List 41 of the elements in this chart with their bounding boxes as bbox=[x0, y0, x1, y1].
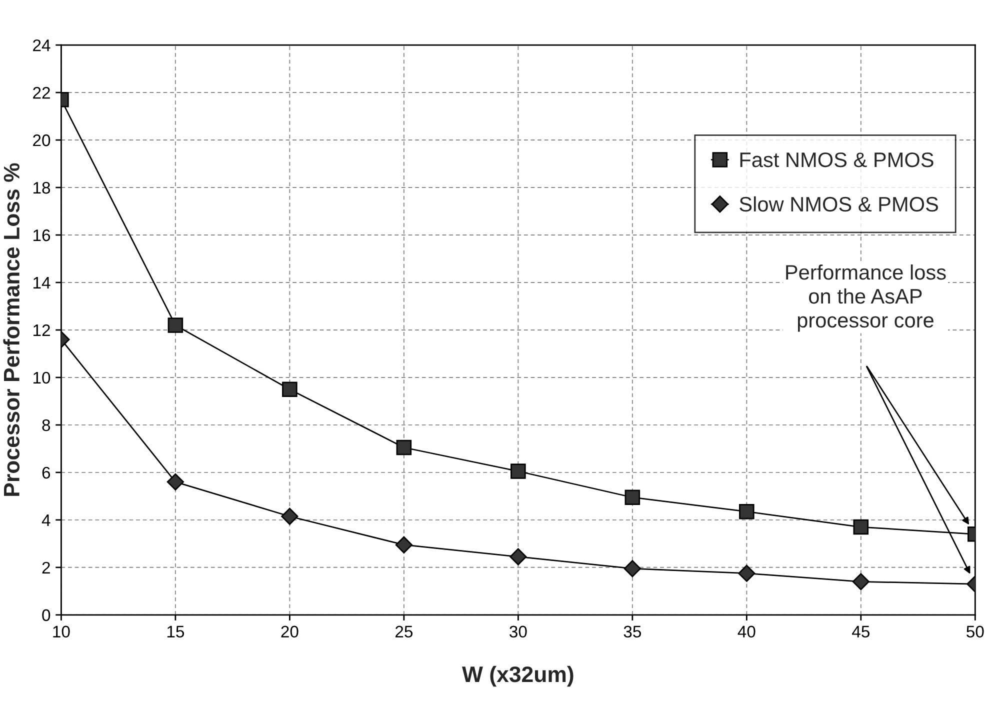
y-tick-label: 14 bbox=[34, 277, 50, 289]
y-tick-label: 6 bbox=[42, 466, 50, 479]
point bbox=[738, 564, 756, 582]
x-tick-label: 50 bbox=[966, 626, 984, 638]
x-tick-label: 30 bbox=[510, 626, 527, 638]
point bbox=[852, 573, 870, 590]
point bbox=[282, 382, 298, 397]
legend-label: Fast NMOS & PMOS bbox=[740, 152, 934, 168]
y-tick-label: 0 bbox=[42, 609, 50, 622]
x-tick-label: 15 bbox=[167, 626, 184, 638]
y-axis-title: Processor Performance Loss % bbox=[3, 163, 20, 496]
point bbox=[281, 508, 298, 525]
point bbox=[624, 490, 640, 506]
point bbox=[510, 464, 526, 479]
point bbox=[624, 560, 641, 578]
point bbox=[853, 519, 869, 535]
y-tick-label: 10 bbox=[34, 372, 50, 384]
y-tick-label: 24 bbox=[33, 39, 50, 52]
point bbox=[739, 504, 754, 520]
point bbox=[166, 473, 184, 490]
x-tick-label: 20 bbox=[281, 626, 298, 638]
x-axis-title: W (x32um) bbox=[462, 666, 574, 687]
y-tick-label: 12 bbox=[34, 324, 50, 336]
point bbox=[395, 536, 412, 554]
y-tick-label: 22 bbox=[33, 86, 50, 99]
annotation: Performance loss on the AsAP processor core bbox=[786, 264, 946, 332]
y-tick-label: 2 bbox=[42, 562, 50, 574]
y-tick-label: 18 bbox=[34, 182, 50, 194]
x-tick-label: 35 bbox=[624, 626, 641, 638]
x-tick-label: 10 bbox=[53, 626, 70, 638]
x-tick-label: 45 bbox=[852, 626, 870, 638]
y-tick-label: 8 bbox=[42, 419, 50, 432]
x-tick-label: 40 bbox=[738, 626, 756, 638]
point bbox=[396, 440, 412, 456]
x-tick-label: 25 bbox=[396, 626, 412, 638]
legend-label: Slow NMOS & PMOS bbox=[740, 196, 938, 212]
y-tick-label: 4 bbox=[42, 514, 50, 526]
y-tick-label: 20 bbox=[33, 134, 50, 146]
point bbox=[510, 548, 527, 566]
point bbox=[168, 318, 184, 333]
y-tick-label: 16 bbox=[34, 229, 50, 242]
